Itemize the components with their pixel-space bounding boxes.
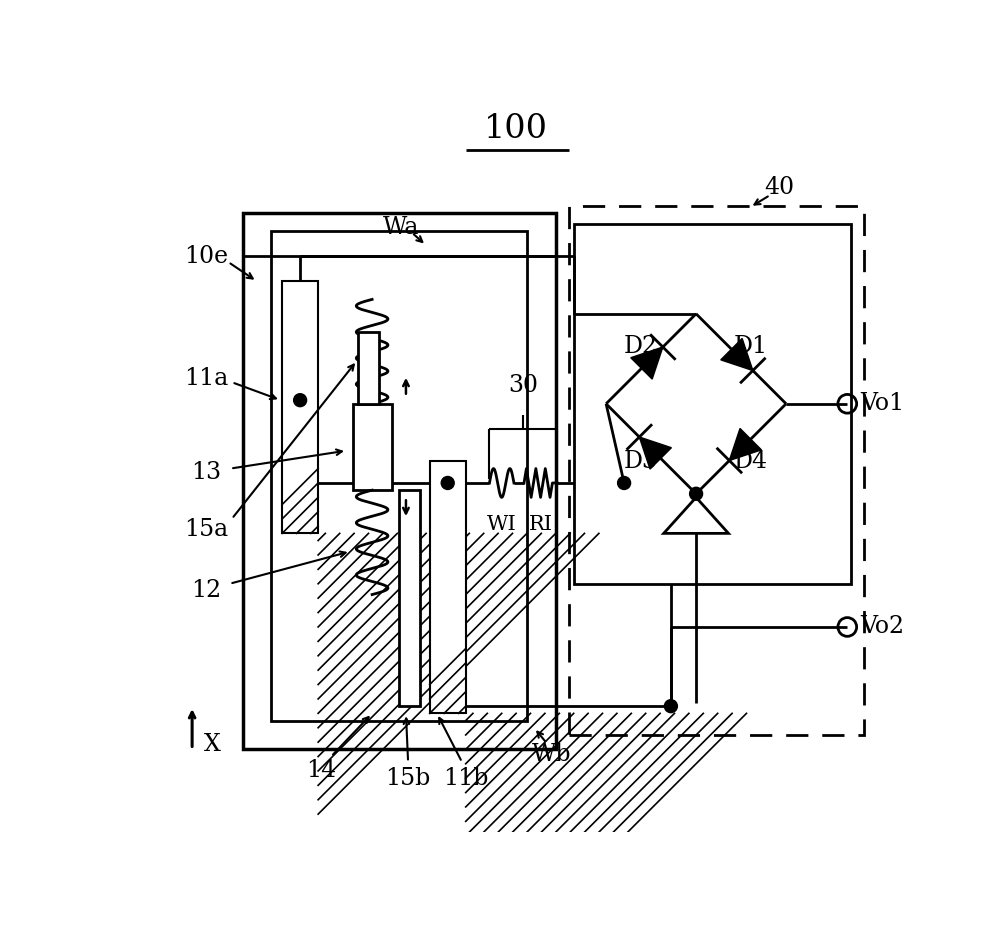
Text: D4: D4 [734, 450, 768, 473]
Text: Wa: Wa [383, 216, 419, 238]
Text: 14: 14 [307, 759, 337, 783]
Text: 30: 30 [508, 374, 538, 396]
Circle shape [618, 477, 631, 489]
Circle shape [441, 477, 454, 489]
Text: WI: WI [487, 515, 517, 535]
Bar [282, 281, 318, 533]
Bar [430, 461, 466, 713]
Text: RI: RI [529, 515, 553, 535]
Bar [358, 332, 379, 404]
Text: D2: D2 [624, 335, 658, 358]
Bar [399, 490, 420, 706]
Bar [243, 213, 556, 749]
Text: Vo2: Vo2 [860, 615, 904, 639]
Text: X: X [204, 733, 221, 755]
Text: 40: 40 [764, 177, 794, 199]
Bar [569, 206, 864, 735]
Text: D3: D3 [624, 450, 658, 473]
Text: Wb: Wb [532, 743, 572, 766]
Text: 13: 13 [191, 461, 222, 483]
Text: 11b: 11b [443, 767, 488, 790]
Polygon shape [664, 497, 728, 533]
Polygon shape [631, 347, 663, 379]
Bar [353, 404, 392, 490]
Text: 100: 100 [484, 112, 548, 145]
Text: 15a: 15a [184, 518, 229, 541]
Bar [574, 223, 851, 583]
Polygon shape [639, 437, 671, 469]
Text: 11a: 11a [184, 367, 229, 390]
Circle shape [294, 394, 307, 407]
Polygon shape [721, 338, 753, 370]
Text: 12: 12 [191, 580, 222, 602]
Text: Vo1: Vo1 [860, 393, 904, 415]
Bar [271, 231, 527, 721]
Circle shape [664, 699, 677, 712]
Polygon shape [729, 428, 761, 461]
Text: 10e: 10e [184, 245, 229, 267]
Circle shape [690, 487, 703, 500]
Text: 15b: 15b [385, 767, 431, 790]
Text: D1: D1 [734, 335, 768, 358]
